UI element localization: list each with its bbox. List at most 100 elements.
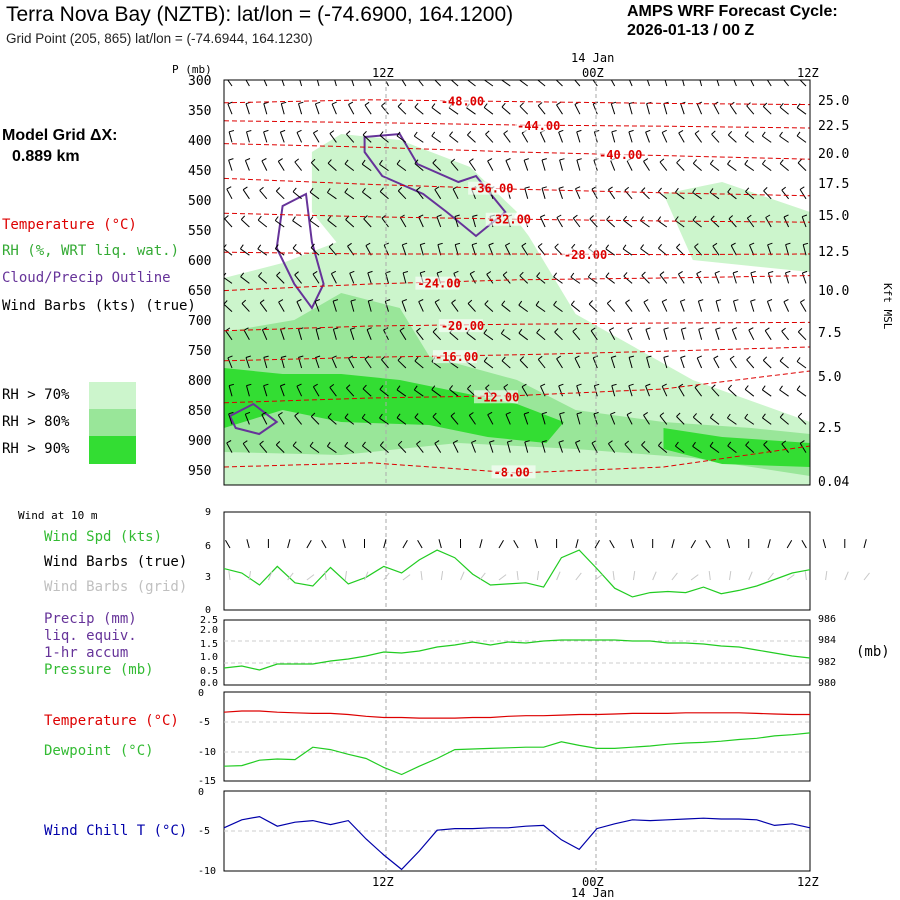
wind-barb-feather bbox=[292, 187, 297, 193]
wind-barb bbox=[712, 245, 720, 256]
wind-barb-feather bbox=[399, 327, 405, 331]
wind-barb-10m bbox=[575, 539, 579, 549]
wind-barb bbox=[310, 247, 320, 256]
wind-barb bbox=[259, 443, 268, 453]
wind-speed-legend: Wind Spd (kts) bbox=[44, 529, 163, 545]
wind-barb bbox=[570, 276, 581, 284]
wind-barb bbox=[611, 385, 616, 397]
wind-barb-feather bbox=[505, 411, 511, 415]
wind-barb bbox=[699, 80, 703, 87]
wind-barb-grid bbox=[556, 571, 561, 581]
wind-barb-feather bbox=[346, 384, 351, 389]
wind-barb-feather bbox=[593, 411, 599, 415]
wind-barb-feather bbox=[263, 355, 269, 358]
wind-barb bbox=[605, 276, 616, 284]
wind-barb bbox=[605, 248, 615, 256]
wind-barb-feather bbox=[727, 384, 732, 390]
wind-barb-feather bbox=[228, 383, 235, 387]
wind-barb-feather bbox=[362, 130, 367, 136]
temperature-series-legend: Temperature (°C) bbox=[44, 713, 179, 729]
wind-barb-feather bbox=[472, 214, 478, 217]
wind-barb-feather bbox=[733, 299, 739, 302]
wind-barb bbox=[518, 332, 529, 341]
wind-chill-tick: -5 bbox=[198, 826, 210, 837]
wind-barb bbox=[348, 104, 355, 115]
wind-barb bbox=[746, 217, 755, 228]
wind-barb-grid bbox=[575, 572, 582, 581]
wind-barb bbox=[242, 189, 250, 200]
wind-barbs-grid-legend: Wind Barbs (grid) bbox=[44, 579, 188, 595]
pressure-tick-right: 980 bbox=[818, 678, 836, 689]
isotherm-label: -40.00 bbox=[599, 148, 642, 162]
wind-barb-feather bbox=[327, 413, 332, 418]
wind-barb bbox=[590, 330, 598, 341]
temperature-legend: Temperature (°C) bbox=[2, 217, 137, 233]
wind-barb-feather bbox=[471, 440, 477, 443]
wind-barb-feather bbox=[676, 243, 681, 248]
wind-barb bbox=[641, 444, 650, 453]
wind-barb-feather bbox=[659, 271, 665, 276]
wind-barb bbox=[796, 361, 807, 369]
wind-barb bbox=[263, 385, 268, 397]
wind-barb-10m bbox=[594, 539, 600, 549]
wind-barb-feather bbox=[275, 187, 281, 192]
wind-barb-feather bbox=[486, 271, 492, 275]
wind-barb-10m bbox=[402, 539, 408, 549]
wind-barb-feather bbox=[402, 271, 409, 274]
wind-barb-feather bbox=[432, 412, 437, 418]
wind-barb-feather bbox=[761, 131, 766, 137]
wind-barb-feather bbox=[680, 355, 686, 359]
wind-barb-feather bbox=[416, 440, 421, 445]
wind-barb-feather bbox=[609, 327, 615, 331]
wind-barb-feather bbox=[587, 272, 592, 278]
wind-barb-feather bbox=[397, 102, 402, 107]
wind-barb bbox=[559, 159, 563, 171]
wind-barb-feather bbox=[484, 76, 487, 80]
wind-barb-feather bbox=[521, 383, 527, 388]
wind-barb bbox=[505, 160, 511, 171]
wind-barb bbox=[436, 216, 442, 228]
wind-barb-feather bbox=[361, 413, 366, 419]
wind-barb-grid bbox=[671, 572, 678, 581]
wind-barb-feather bbox=[674, 216, 679, 221]
wind-barb-feather bbox=[519, 75, 522, 79]
wind-barb-grid bbox=[287, 572, 294, 581]
wind-barb bbox=[489, 441, 494, 453]
wind-barb bbox=[553, 304, 563, 313]
wind-barb-feather bbox=[611, 101, 617, 105]
wind-barb bbox=[451, 302, 459, 312]
wind-barb bbox=[626, 160, 633, 171]
wind-barb bbox=[361, 417, 372, 425]
wind-barb bbox=[450, 80, 459, 87]
wind-barb-10m bbox=[498, 539, 504, 549]
isotherm-line bbox=[224, 251, 810, 256]
wind-barb bbox=[296, 301, 303, 312]
wind-barb bbox=[779, 360, 789, 369]
wind-barb-feather bbox=[628, 74, 633, 76]
wind-barb bbox=[709, 163, 720, 171]
pressure-tick: 400 bbox=[188, 134, 211, 149]
wind-barb-grid bbox=[536, 571, 540, 581]
wind-barb-feather bbox=[298, 355, 304, 358]
wind-barb bbox=[327, 162, 337, 171]
wind-barb bbox=[762, 360, 772, 369]
wind-barb-feather bbox=[764, 327, 770, 332]
wind-barb-feather bbox=[521, 242, 527, 247]
wind-barb-feather bbox=[678, 270, 683, 275]
wind-barb bbox=[572, 331, 581, 341]
wind-barb-feather bbox=[727, 441, 732, 447]
wind-barb-feather bbox=[622, 244, 627, 250]
wind-barb bbox=[536, 332, 546, 341]
wind-barb-feather bbox=[797, 412, 803, 418]
wind-barb bbox=[471, 244, 476, 256]
wind-barb-grid bbox=[402, 574, 411, 581]
wind-barb bbox=[574, 104, 581, 115]
wind-speed-tick: 9 bbox=[205, 507, 211, 518]
wind-barb bbox=[454, 244, 459, 256]
wind-barb-feather bbox=[709, 159, 714, 165]
wind-barb bbox=[541, 413, 546, 425]
wind-barb bbox=[627, 329, 633, 340]
wind-speed-tick: 3 bbox=[205, 572, 211, 583]
wind-barb-feather bbox=[296, 299, 302, 303]
bottom-time-label: 12Z bbox=[372, 875, 394, 889]
